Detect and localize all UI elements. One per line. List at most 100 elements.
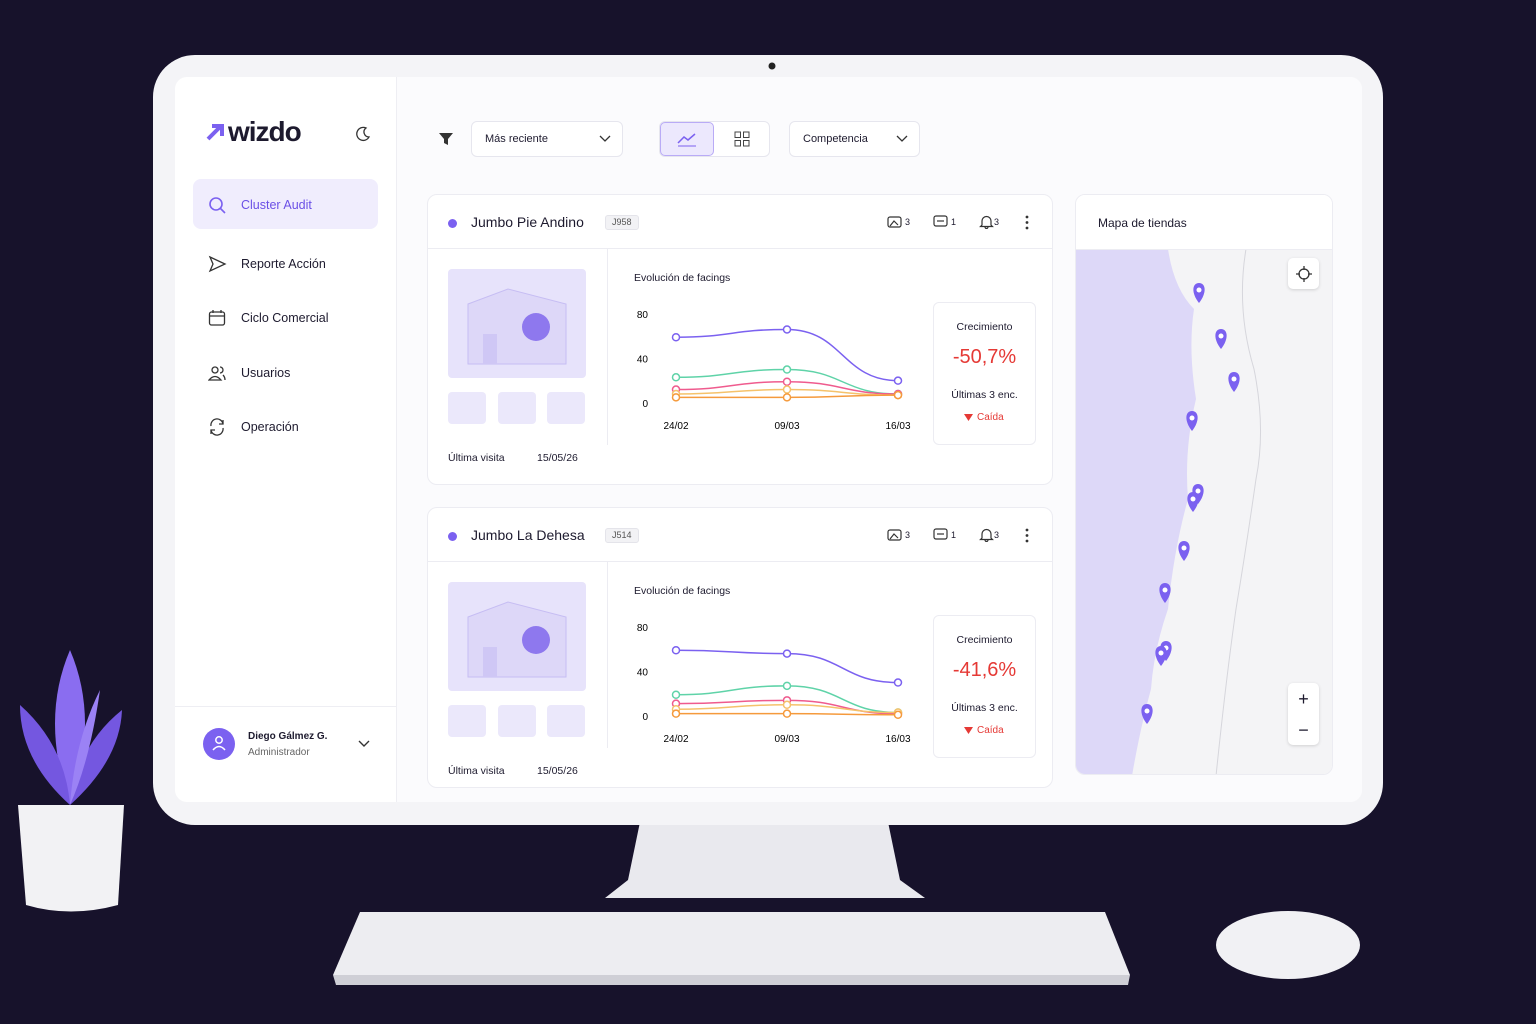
user-role: Administrador: [248, 747, 310, 758]
logo-icon: [206, 124, 224, 141]
camera: [768, 62, 776, 70]
nav-icon: [208, 366, 226, 381]
photo-thumb: [547, 392, 585, 424]
map-card: Mapa de tiendas + −: [1075, 194, 1333, 775]
window-label: Últimas 3 enc.: [951, 389, 1018, 401]
comments-count: 1: [951, 217, 957, 227]
map-header: [1076, 195, 1332, 250]
zoom-control: [1288, 683, 1319, 745]
y-tick-label: 40: [637, 668, 649, 679]
growth-value: -41,6%: [952, 659, 1017, 681]
y-tick-label: 80: [637, 623, 649, 634]
data-point: [893, 390, 903, 400]
data-point: [782, 365, 792, 374]
border: [1215, 249, 1262, 774]
store-pin: [1159, 583, 1171, 603]
pin-dot: [1196, 287, 1202, 293]
theme-toggle[interactable]: [355, 126, 371, 142]
nav-icon: [210, 418, 224, 436]
avatar-icon: [212, 736, 226, 751]
data-point: [782, 649, 792, 658]
nav-item[interactable]: Operación: [241, 420, 299, 434]
visit-label: Última visita: [448, 765, 505, 777]
user-name: Diego Gálmez G.: [248, 731, 328, 742]
chart-view-icon: [677, 133, 696, 147]
store-photo: [448, 269, 586, 378]
view-grid[interactable]: [734, 131, 750, 147]
store-pin: [1187, 492, 1199, 512]
alerts-icon: [979, 215, 994, 229]
comments-icon: [933, 528, 948, 540]
sort-dropdown[interactable]: [471, 121, 623, 157]
map[interactable]: [1076, 249, 1333, 775]
sidebar: [175, 77, 397, 802]
comments-count: 1: [951, 530, 957, 540]
divider: [175, 706, 396, 707]
data-point: [893, 678, 903, 687]
x-tick-label: 16/03: [885, 421, 910, 432]
zoom-out[interactable]: −: [1298, 720, 1309, 740]
data-point: [671, 709, 681, 718]
x-tick-label: 24/02: [663, 421, 688, 432]
x-tick-label: 09/03: [774, 421, 799, 432]
photo-thumb: [547, 705, 585, 737]
nav-item[interactable]: Cluster Audit: [241, 198, 312, 212]
status-dot: [448, 532, 457, 541]
pin-dot: [1218, 333, 1224, 339]
filter-dropdown[interactable]: [789, 121, 920, 157]
photos-icon: [887, 529, 902, 541]
nav-icon: [208, 255, 227, 273]
locate-button[interactable]: [1288, 258, 1319, 289]
store-pin: [1155, 646, 1167, 666]
nav-item[interactable]: Ciclo Comercial: [241, 311, 329, 325]
store-photo: [448, 582, 586, 691]
chevron: [599, 135, 611, 142]
status-dot: [448, 219, 457, 228]
monitor-stand: [605, 822, 925, 898]
trend-icon: [964, 414, 973, 421]
store-pin: [1215, 329, 1227, 349]
sort-label: Más reciente: [485, 133, 548, 145]
alerts-icon: [979, 528, 994, 542]
divider: [607, 562, 608, 748]
keyboard: [333, 912, 1130, 975]
growth-label: Crecimiento: [956, 321, 1013, 333]
nav-icon: [208, 310, 226, 326]
filter-icon[interactable]: [438, 131, 454, 147]
line-chart: 0 40 80 24/02 09/03 16/03: [637, 623, 911, 745]
user-menu[interactable]: [357, 739, 371, 749]
more-menu[interactable]: [1024, 215, 1030, 231]
data-point: [782, 377, 792, 386]
data-point: [782, 700, 792, 710]
chart-title: Evolución de facings: [634, 272, 731, 284]
more-menu[interactable]: [1024, 528, 1030, 544]
photo-thumb: [448, 705, 486, 737]
plant-leaf: [20, 705, 70, 805]
nav-item[interactable]: Reporte Acción: [241, 257, 326, 271]
photo-thumb: [448, 392, 486, 424]
pin-dot: [1158, 650, 1164, 656]
growth-box: [933, 302, 1036, 445]
visit-label: Última visita: [448, 452, 505, 464]
y-tick-label: 0: [642, 712, 648, 723]
zoom-in[interactable]: +: [1298, 689, 1309, 709]
store-pin: [1193, 283, 1205, 303]
data-point: [782, 681, 792, 691]
logo: wizdo: [228, 116, 302, 147]
avatar: [203, 728, 235, 760]
trend-label: Caída: [977, 725, 1004, 736]
data-point: [671, 690, 681, 699]
trend-label: Caída: [977, 412, 1004, 423]
store-pin: [1141, 704, 1153, 724]
divider: [428, 561, 1052, 562]
visit-date: 15/05/26: [537, 452, 578, 464]
pin-dot: [1189, 415, 1195, 421]
data-point: [671, 646, 681, 655]
line-chart: 0 40 80 24/02 09/03 16/03: [637, 310, 911, 432]
x-tick-label: 09/03: [774, 734, 799, 745]
photo-thumb: [498, 392, 536, 424]
chevron: [896, 135, 908, 142]
comments-icon: [933, 215, 948, 227]
nav-item[interactable]: Usuarios: [241, 366, 291, 380]
store-name: Jumbo La Dehesa: [471, 527, 585, 543]
